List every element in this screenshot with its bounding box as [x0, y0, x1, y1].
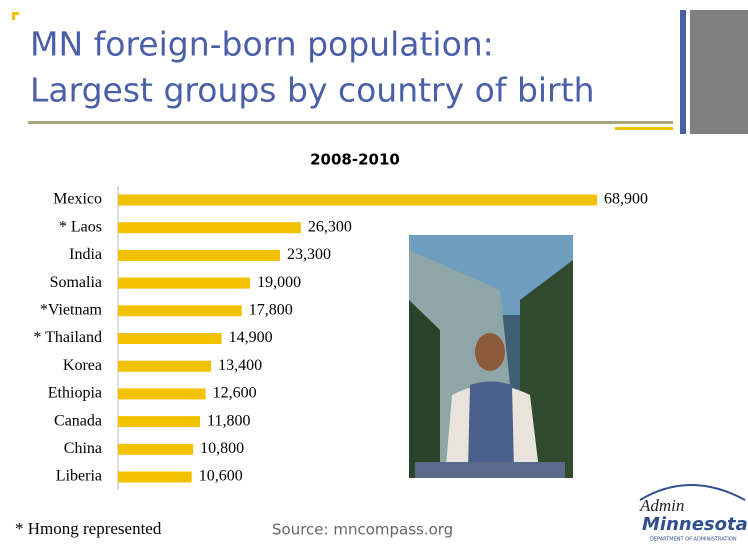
title-rule — [28, 121, 673, 124]
chart-subtitle: 2008-2010 — [310, 151, 400, 169]
category-label: Mexico — [53, 191, 102, 208]
footnote: * Hmong represented — [15, 519, 162, 538]
source: Source: mncompass.org — [272, 521, 453, 539]
photo-vest — [468, 381, 514, 470]
logo-text: Minnesota — [642, 514, 748, 535]
logo-arc — [639, 484, 746, 501]
title-line: MN foreign-born population: — [30, 25, 494, 64]
bar — [118, 443, 194, 455]
value-label: 12,600 — [213, 385, 257, 402]
value-label: 26,300 — [308, 218, 352, 235]
logo-text: DEPARTMENT OF ADMINISTRATION — [650, 537, 737, 543]
logo-text: Admin — [639, 496, 684, 515]
value-label: 19,000 — [257, 274, 301, 291]
value-label: 17,800 — [249, 301, 293, 318]
accent-bar — [680, 10, 686, 134]
bar — [118, 305, 242, 317]
photo-legs — [415, 462, 565, 478]
title-line: Largest groups by country of birth — [30, 71, 594, 110]
photo-tree — [409, 300, 440, 478]
value-label: 68,900 — [604, 191, 648, 208]
bar — [118, 194, 597, 206]
bar — [118, 333, 222, 344]
title-rule-accent — [615, 127, 673, 130]
category-label: * Thailand — [33, 329, 102, 346]
value-label: 23,300 — [287, 246, 331, 263]
value-label: 11,800 — [207, 412, 250, 429]
value-label: 14,900 — [229, 329, 273, 346]
category-label: Somalia — [50, 274, 102, 291]
value-label: 10,600 — [199, 468, 243, 485]
category-label: Korea — [63, 357, 102, 374]
bar — [118, 360, 212, 372]
photo — [409, 235, 573, 478]
bar — [118, 388, 206, 400]
category-label: India — [69, 246, 102, 263]
category-label: * Laos — [59, 218, 102, 235]
photo-face — [475, 333, 505, 371]
category-label: Ethiopia — [48, 385, 102, 402]
value-label: 13,400 — [218, 357, 262, 374]
logo: Admin Minnesota DEPARTMENT OF ADMINISTRA… — [639, 484, 748, 543]
category-label: *Vietnam — [40, 301, 103, 318]
bar — [118, 222, 301, 234]
accent-block — [690, 10, 748, 134]
corner-mark — [12, 12, 19, 20]
bar — [118, 416, 201, 428]
bar — [118, 277, 251, 289]
value-label: 10,800 — [200, 440, 244, 457]
category-label: Canada — [54, 412, 102, 429]
category-label: China — [64, 440, 102, 457]
category-label: Liberia — [56, 468, 102, 485]
bar — [118, 249, 280, 261]
bar — [118, 471, 192, 483]
